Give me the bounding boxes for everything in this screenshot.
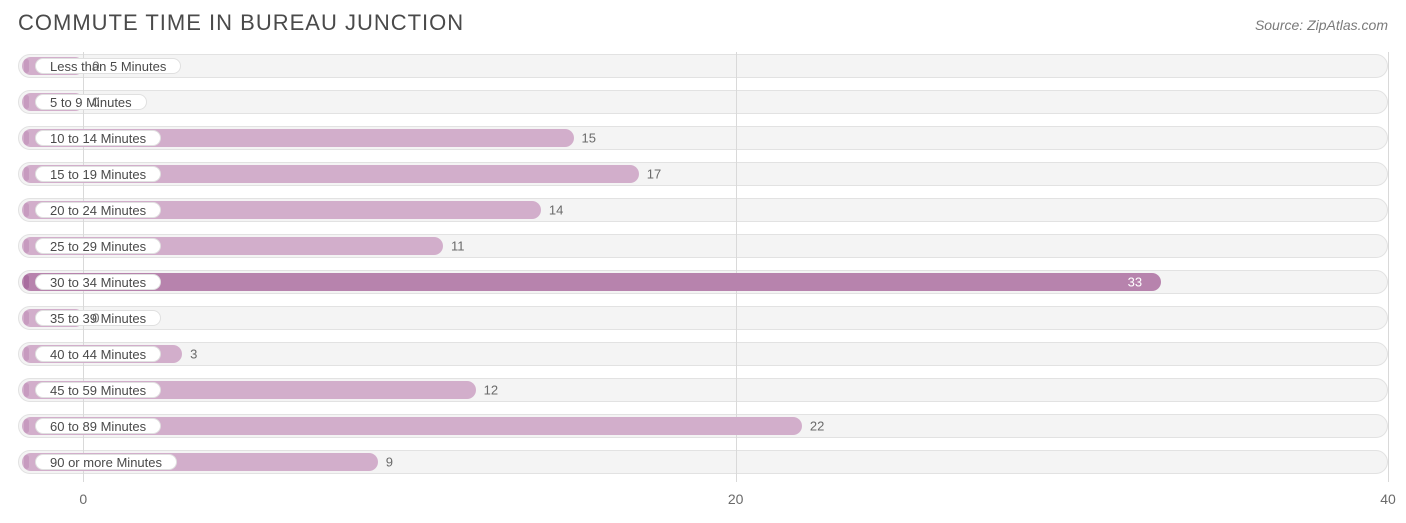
gridline [1388, 52, 1389, 482]
x-tick: 40 [1380, 491, 1396, 507]
bar-cap [24, 311, 29, 325]
value-label: 9 [386, 455, 393, 470]
value-label: 22 [810, 419, 824, 434]
bar-cap [24, 203, 29, 217]
chart-header: COMMUTE TIME IN BUREAU JUNCTION Source: … [18, 10, 1388, 36]
value-label: 12 [484, 383, 498, 398]
value-label: 0 [92, 311, 99, 326]
chart-source: Source: ZipAtlas.com [1255, 17, 1388, 33]
bar [22, 273, 1161, 291]
value-label: 33 [1128, 275, 1142, 290]
bar-track: 35 to 39 Minutes0 [18, 306, 1388, 330]
x-tick: 0 [79, 491, 87, 507]
category-label: 45 to 59 Minutes [35, 382, 161, 398]
bar-cap [24, 419, 29, 433]
value-label: 0 [92, 59, 99, 74]
bar-track: 20 to 24 Minutes 14 [18, 198, 1388, 222]
value-label: 14 [549, 203, 563, 218]
bar-row: Less than 5 Minutes0 [18, 52, 1388, 80]
category-label: Less than 5 Minutes [35, 58, 181, 74]
bar-track: Less than 5 Minutes0 [18, 54, 1388, 78]
bar-track: 60 to 89 Minutes 22 [18, 414, 1388, 438]
bar-cap [24, 383, 29, 397]
bar-cap [24, 455, 29, 469]
bar-row: 20 to 24 Minutes 14 [18, 196, 1388, 224]
category-label: 25 to 29 Minutes [35, 238, 161, 254]
category-label: 40 to 44 Minutes [35, 346, 161, 362]
category-label: 30 to 34 Minutes [35, 274, 161, 290]
bar-cap [24, 131, 29, 145]
bar-track: 30 to 34 Minutes 33 [18, 270, 1388, 294]
plot-area: Less than 5 Minutes05 to 9 Minutes010 to… [18, 52, 1388, 482]
category-label: 5 to 9 Minutes [35, 94, 147, 110]
value-label: 15 [582, 131, 596, 146]
x-axis: 02040 [18, 491, 1388, 511]
category-label: 15 to 19 Minutes [35, 166, 161, 182]
bar-row: 5 to 9 Minutes0 [18, 88, 1388, 116]
bar-track: 90 or more Minutes 9 [18, 450, 1388, 474]
category-label: 10 to 14 Minutes [35, 130, 161, 146]
bar-row: 25 to 29 Minutes 11 [18, 232, 1388, 260]
bar-track: 5 to 9 Minutes0 [18, 90, 1388, 114]
bar-cap [24, 275, 29, 289]
bar-row: 45 to 59 Minutes 12 [18, 376, 1388, 404]
bar-cap [24, 347, 29, 361]
bar-cap [24, 95, 29, 109]
value-label: 17 [647, 167, 661, 182]
bar-row: 15 to 19 Minutes 17 [18, 160, 1388, 188]
category-label: 90 or more Minutes [35, 454, 177, 470]
x-tick: 20 [728, 491, 744, 507]
category-label: 20 to 24 Minutes [35, 202, 161, 218]
chart-container: COMMUTE TIME IN BUREAU JUNCTION Source: … [0, 0, 1406, 523]
bar-track: 40 to 44 Minutes 3 [18, 342, 1388, 366]
bar-track: 25 to 29 Minutes 11 [18, 234, 1388, 258]
bar-row: 10 to 14 Minutes 15 [18, 124, 1388, 152]
value-label: 11 [451, 239, 465, 254]
value-label: 0 [92, 95, 99, 110]
bar-track: 45 to 59 Minutes 12 [18, 378, 1388, 402]
bar-track: 15 to 19 Minutes 17 [18, 162, 1388, 186]
bar-row: 30 to 34 Minutes 33 [18, 268, 1388, 296]
bar-cap [24, 59, 29, 73]
bar-row: 60 to 89 Minutes 22 [18, 412, 1388, 440]
value-label: 3 [190, 347, 197, 362]
bar-cap [24, 167, 29, 181]
bar-track: 10 to 14 Minutes 15 [18, 126, 1388, 150]
chart-title: COMMUTE TIME IN BUREAU JUNCTION [18, 10, 464, 36]
bar-row: 90 or more Minutes 9 [18, 448, 1388, 476]
bar-row: 35 to 39 Minutes0 [18, 304, 1388, 332]
category-label: 60 to 89 Minutes [35, 418, 161, 434]
bar-row: 40 to 44 Minutes 3 [18, 340, 1388, 368]
bar-cap [24, 239, 29, 253]
